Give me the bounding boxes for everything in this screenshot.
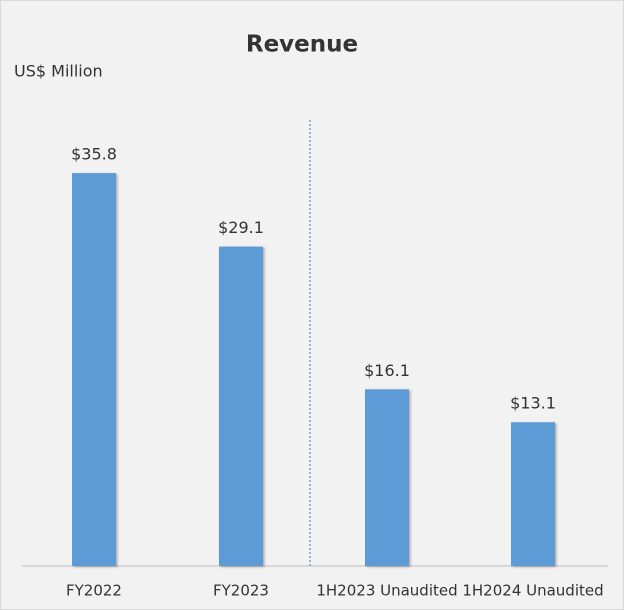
bar xyxy=(511,422,555,566)
y-axis-label: US$ Million xyxy=(14,62,103,81)
x-tick-label: 1H2024 Unaudited xyxy=(462,582,603,600)
bar xyxy=(219,246,263,566)
bar xyxy=(365,389,409,566)
x-tick-label: FY2022 xyxy=(66,582,122,600)
chart-title: Revenue xyxy=(246,32,358,58)
x-tick-label: FY2023 xyxy=(213,582,269,600)
data-label: $13.1 xyxy=(510,394,556,413)
bar xyxy=(72,173,116,566)
data-label: $35.8 xyxy=(71,145,117,164)
data-label: $16.1 xyxy=(364,361,410,380)
data-label: $29.1 xyxy=(218,218,264,237)
x-tick-label: 1H2023 Unaudited xyxy=(316,582,457,600)
